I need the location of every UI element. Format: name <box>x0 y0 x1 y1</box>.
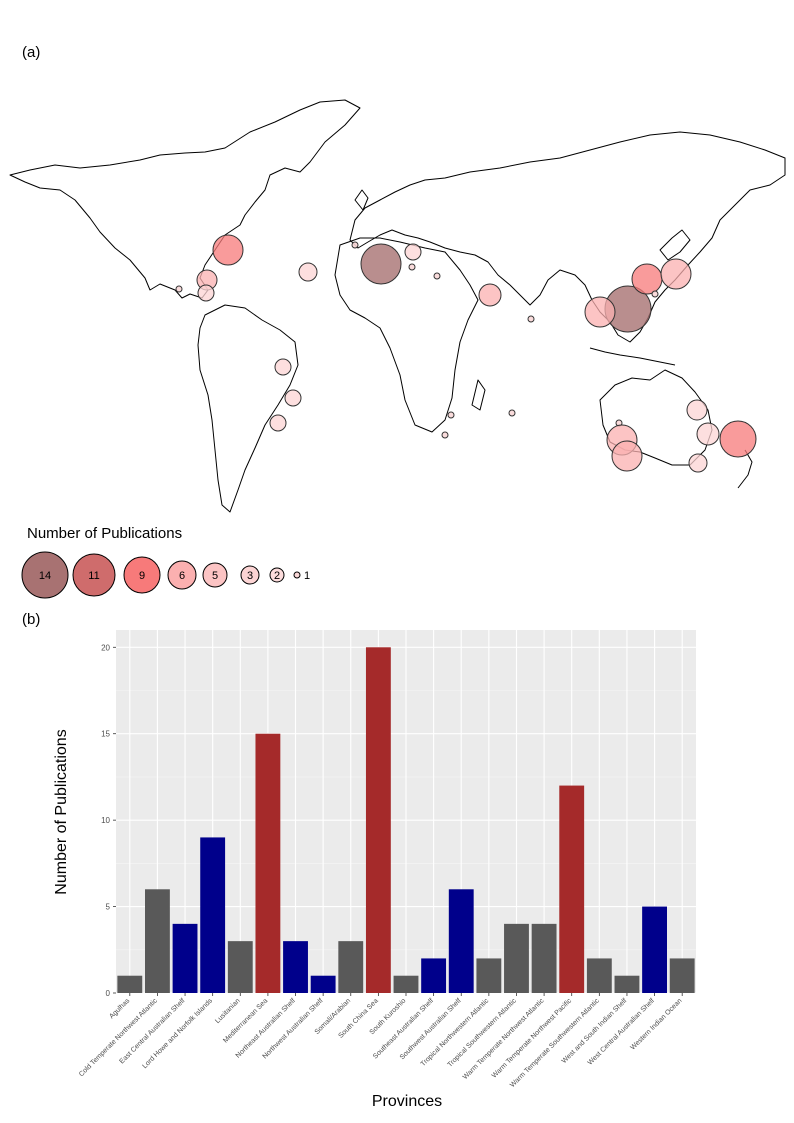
circle-brazil-2 <box>284 389 302 407</box>
circle-kuroshio <box>651 290 659 298</box>
circle-brazil-3 <box>269 414 287 432</box>
circle-lusitanian <box>351 241 359 249</box>
legend-circle-3 <box>240 565 260 585</box>
circle-mauritius <box>508 409 516 417</box>
bar-tropical-southwestern-atlantic <box>504 923 529 993</box>
circle-east-med <box>404 243 422 261</box>
bar-northwest-australian-shelf <box>310 975 336 993</box>
y-tick-label: 0 <box>106 989 111 998</box>
legend-circle-9 <box>123 556 161 594</box>
circle-se-australia <box>688 453 708 473</box>
x-tick-label: Agulhas <box>108 997 131 1020</box>
bar-east-central-australian-shelf <box>172 923 198 993</box>
bars <box>117 647 695 993</box>
circle-sw-australia <box>611 440 643 472</box>
y-tick-label: 20 <box>101 643 110 652</box>
x-tick-label: Western Indian Ocean <box>629 997 683 1051</box>
legend-label-6: 6 <box>179 570 185 582</box>
bar-northeast-australian-shelf <box>283 941 308 993</box>
circle-brazil-1 <box>274 358 292 376</box>
circle-aegean <box>433 272 441 280</box>
bar-lusitanian <box>227 941 253 993</box>
bar-west-and-south-indian-shelf <box>614 975 640 993</box>
bar-mediterranean-sea <box>255 733 281 993</box>
bar-agulhas <box>117 975 143 993</box>
bar-tropical-northwestern-atlantic <box>476 958 502 993</box>
panel-b-label: (b) <box>22 611 41 628</box>
circle-mozambique <box>447 411 455 419</box>
africa-coast <box>334 237 479 433</box>
bar-western-indian-ocean <box>669 958 695 993</box>
legend-label-5: 5 <box>212 570 218 582</box>
eurasia-coast <box>349 131 786 343</box>
circle-south-africa <box>441 431 449 439</box>
madagascar-coast <box>471 379 486 411</box>
panel-a-label: (a) <box>22 44 41 61</box>
y-tick-label: 5 <box>106 903 111 912</box>
legend-label-9: 9 <box>139 570 145 582</box>
coastlines <box>9 99 786 513</box>
bar-south-kuroshio <box>393 975 419 993</box>
bar-warm-temperate-southwestern-atlantic <box>586 958 612 993</box>
legend-label-14: 14 <box>39 570 51 582</box>
legend: 14 11 9 6 5 3 2 1 <box>21 551 310 599</box>
circle-lord-howe <box>719 420 757 458</box>
bar-southwest-australian-shelf <box>448 889 474 993</box>
legend-circle-5 <box>202 562 228 588</box>
bar-west-central-australian-shelf <box>642 906 667 993</box>
y-tick-label: 10 <box>101 816 110 825</box>
x-tick-label: Lusitanian <box>214 997 242 1025</box>
bar-warm-temperate-northwest-pacific <box>559 785 585 993</box>
south-america-coast <box>197 304 299 513</box>
north-america-coast <box>9 99 361 299</box>
legend-circle-1 <box>293 571 301 579</box>
legend-circle-11 <box>72 553 116 597</box>
publication-circles <box>175 234 757 473</box>
y-axis-ticks: 0 5 10 15 20 <box>101 643 116 998</box>
circle-taiwan <box>631 263 663 295</box>
legend-label-1: 1 <box>304 570 310 582</box>
indonesia-coast <box>589 347 676 366</box>
circle-levant <box>408 263 416 271</box>
legend-label-2: 2 <box>274 570 280 582</box>
circle-nw-atlantic <box>212 234 244 266</box>
circle-vietnam <box>584 296 616 328</box>
circle-florida <box>197 284 215 302</box>
circle-india <box>527 315 535 323</box>
bar-cold-temperate-northwest-atlantic <box>145 889 170 993</box>
bar-lord-howe-and-norfolk-islands <box>200 837 226 993</box>
x-axis-title: Provinces <box>372 1093 442 1110</box>
legend-circle-6 <box>167 560 197 590</box>
y-axis-title: Number of Publications <box>53 729 70 894</box>
y-tick-label: 15 <box>101 730 110 739</box>
bar-somali-arabian <box>338 941 364 993</box>
legend-circle-2 <box>269 567 285 583</box>
legend-title: Number of Publications <box>27 525 183 542</box>
bar-southeast-australian-shelf <box>421 958 447 993</box>
circle-japan <box>660 258 692 290</box>
circle-ne-australia <box>686 399 708 421</box>
japan-coast <box>659 229 691 261</box>
circle-arabian <box>478 283 502 307</box>
legend-label-11: 11 <box>88 570 99 582</box>
bar-warm-temperate-northwest-atlantic <box>531 923 557 993</box>
legend-circle-14 <box>21 551 69 599</box>
bar-south-china-sea <box>365 647 391 993</box>
circle-east-australia <box>696 422 720 446</box>
circle-mediterranean <box>360 243 402 285</box>
legend-label-3: 3 <box>247 570 253 582</box>
uk-coast <box>354 189 369 211</box>
world-map <box>9 99 786 513</box>
circle-azores <box>298 262 318 282</box>
new-zealand-coast <box>737 449 753 489</box>
circle-caribbean <box>175 285 183 293</box>
